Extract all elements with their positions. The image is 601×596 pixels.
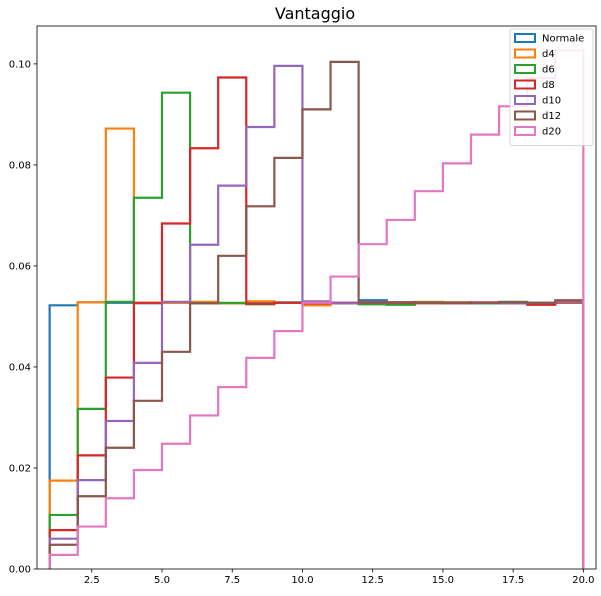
legend-label-d6: d6 [542, 65, 555, 76]
axes: 2.5 5.0 7.5 10.0 12.5 15.0 17.5 20.0 0.00 0.02 0.0… [9, 25, 597, 586]
legend-label-d10: d10 [542, 96, 561, 107]
legend-swatch-d4 [514, 48, 536, 59]
x-tick-label: 15.0 [432, 575, 454, 586]
legend-swatch-d8 [514, 79, 536, 90]
axes-frame [36, 25, 597, 570]
y-tick-label: 0.02 [9, 463, 31, 474]
legend-swatch-d10 [514, 95, 536, 105]
legend-label-d8: d8 [542, 80, 555, 91]
legend-swatch-d6 [514, 64, 536, 74]
y-tick-label: 0.00 [9, 565, 31, 576]
y-tick-label: 0.10 [9, 59, 31, 70]
legend-label-d20: d20 [542, 127, 561, 138]
x-tick-label: 17.5 [502, 575, 524, 586]
y-tick-label: 0.04 [9, 362, 31, 373]
legend-swatch-d20 [514, 126, 536, 136]
chart-title: Vantaggio [275, 4, 355, 23]
y-tick-label: 0.06 [9, 261, 31, 272]
plot-area [48, 49, 585, 569]
legend-label-normale: Normale [542, 34, 584, 45]
y-tick-label: 0.08 [9, 160, 31, 171]
x-tick-label: 12.5 [362, 575, 384, 586]
x-tick-label: 7.5 [224, 575, 240, 586]
series-d12-steps [48, 60, 585, 569]
series-d20-steps [48, 49, 585, 569]
legend-swatch-normale [514, 33, 536, 43]
x-tick-label: 5.0 [154, 575, 170, 586]
x-tick-label: 2.5 [84, 575, 100, 586]
x-tick-label: 20.0 [572, 575, 594, 586]
legend: Normale d4 d6 d8 d10 d12 d20 [509, 28, 594, 146]
legend-label-d12: d12 [542, 111, 561, 122]
x-tick-label: 10.0 [291, 575, 313, 586]
legend-label-d4: d4 [542, 49, 555, 60]
legend-swatch-d12 [514, 110, 536, 121]
